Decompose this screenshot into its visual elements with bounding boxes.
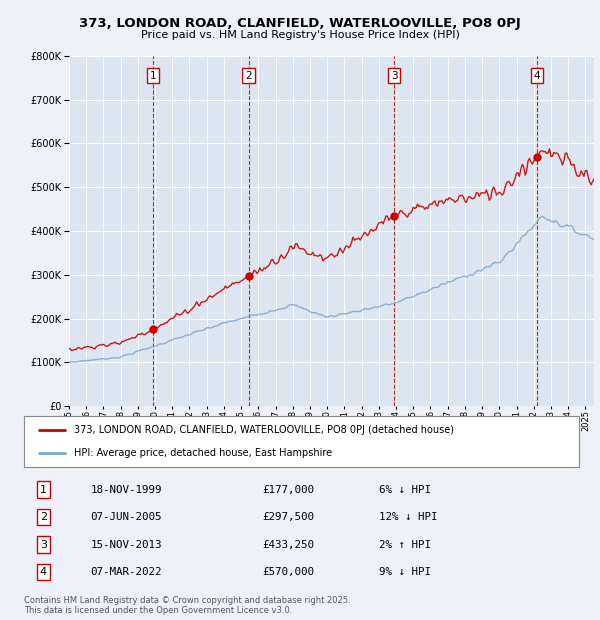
Text: £433,250: £433,250: [263, 539, 314, 549]
Text: £297,500: £297,500: [263, 512, 314, 522]
Text: Contains HM Land Registry data © Crown copyright and database right 2025.
This d: Contains HM Land Registry data © Crown c…: [24, 596, 350, 615]
Text: 1: 1: [149, 71, 157, 81]
Text: 4: 4: [40, 567, 47, 577]
Text: 07-MAR-2022: 07-MAR-2022: [91, 567, 162, 577]
Text: 373, LONDON ROAD, CLANFIELD, WATERLOOVILLE, PO8 0PJ: 373, LONDON ROAD, CLANFIELD, WATERLOOVIL…: [79, 17, 521, 30]
Text: 2: 2: [40, 512, 47, 522]
Text: 4: 4: [533, 71, 540, 81]
Text: £177,000: £177,000: [263, 485, 314, 495]
Text: 1: 1: [40, 485, 47, 495]
Text: 3: 3: [40, 539, 47, 549]
Text: 2: 2: [245, 71, 252, 81]
Text: £570,000: £570,000: [263, 567, 314, 577]
Text: 373, LONDON ROAD, CLANFIELD, WATERLOOVILLE, PO8 0PJ (detached house): 373, LONDON ROAD, CLANFIELD, WATERLOOVIL…: [74, 425, 454, 435]
Text: 3: 3: [391, 71, 397, 81]
Text: 9% ↓ HPI: 9% ↓ HPI: [379, 567, 431, 577]
Text: 2% ↑ HPI: 2% ↑ HPI: [379, 539, 431, 549]
Text: HPI: Average price, detached house, East Hampshire: HPI: Average price, detached house, East…: [74, 448, 332, 458]
Text: 18-NOV-1999: 18-NOV-1999: [91, 485, 162, 495]
Text: Price paid vs. HM Land Registry's House Price Index (HPI): Price paid vs. HM Land Registry's House …: [140, 30, 460, 40]
Text: 12% ↓ HPI: 12% ↓ HPI: [379, 512, 438, 522]
Text: 07-JUN-2005: 07-JUN-2005: [91, 512, 162, 522]
Text: 6% ↓ HPI: 6% ↓ HPI: [379, 485, 431, 495]
Text: 15-NOV-2013: 15-NOV-2013: [91, 539, 162, 549]
